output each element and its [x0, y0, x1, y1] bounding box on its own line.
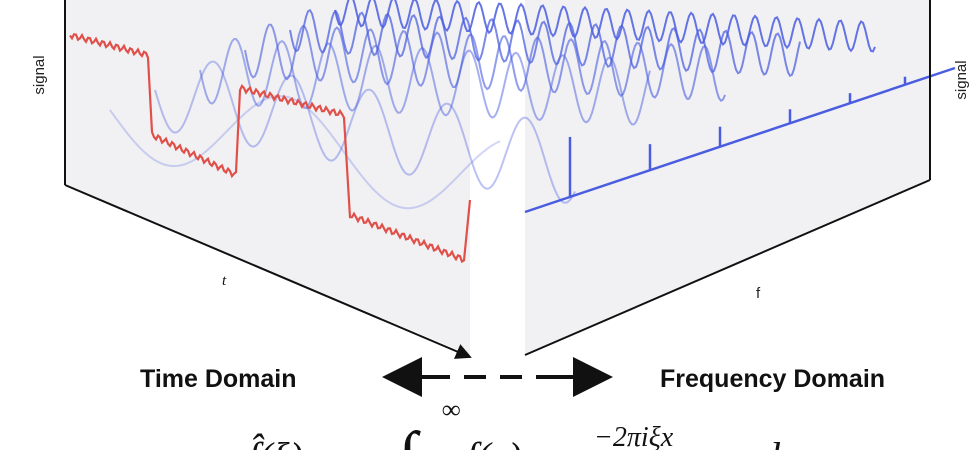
x-label: t — [222, 273, 227, 289]
sine-wave — [154, 60, 576, 204]
formula-integrand: f(x) — [466, 434, 522, 450]
sine-wave — [334, 0, 876, 53]
sine-components — [109, 0, 876, 210]
formula-limit: ∞ — [442, 395, 461, 424]
x-label: f — [756, 285, 761, 302]
sine-wave — [199, 37, 651, 126]
sine-wave — [244, 23, 726, 102]
formula-dx: dx — [760, 434, 798, 450]
y-label: signal — [31, 55, 48, 94]
square-wave — [69, 32, 472, 264]
formula-equals: = — [350, 436, 374, 450]
y-label: signal — [953, 60, 970, 99]
formula-lhs: f̂(ξ) — [248, 434, 303, 450]
time-panel — [65, 0, 470, 355]
sine-wave — [109, 95, 501, 210]
formula-exponent: −2πiξx — [594, 422, 674, 450]
domain-label: Frequency Domain — [660, 365, 885, 393]
domain-label: Time Domain — [140, 365, 297, 393]
sine-wave — [289, 8, 801, 78]
formula-integral: ∫ — [394, 419, 421, 450]
spectrum — [524, 66, 956, 214]
axis — [524, 179, 931, 356]
frequency-panel — [525, 0, 930, 355]
axis — [64, 184, 472, 359]
formula-exp: e — [572, 434, 590, 450]
